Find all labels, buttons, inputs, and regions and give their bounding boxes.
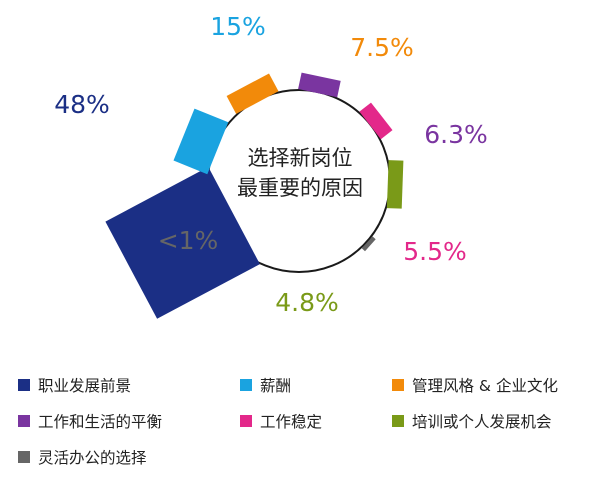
value-label-0: 48% bbox=[54, 90, 110, 119]
legend-label: 管理风格 & 企业文化 bbox=[412, 377, 558, 395]
legend-label: 薪酬 bbox=[260, 377, 292, 395]
legend-swatch bbox=[240, 415, 252, 427]
legend-swatch bbox=[392, 379, 404, 391]
center-label-line-1: 选择新岗位 bbox=[247, 146, 353, 170]
center-label-line-2: 最重要的原因 bbox=[237, 176, 363, 200]
chart-area: 48% 15% 7.5% 6.3% 5.5% 4.8% <1% 选择新岗位 最重要的原因 bbox=[54, 12, 488, 319]
legend-label: 工作稳定 bbox=[260, 413, 323, 431]
legend-item-job-stability: 工作稳定 bbox=[240, 410, 322, 432]
legend-swatch bbox=[18, 379, 30, 391]
bar-4 bbox=[359, 102, 393, 140]
value-label-2: 7.5% bbox=[350, 33, 414, 62]
legend-item-career: 职业发展前景 bbox=[18, 374, 131, 396]
bar-5 bbox=[386, 160, 404, 209]
legend-item-management-culture: 管理风格 & 企业文化 bbox=[392, 374, 558, 396]
legend-label: 培训或个人发展机会 bbox=[412, 413, 552, 431]
radial-bar-chart: 48% 15% 7.5% 6.3% 5.5% 4.8% <1% bbox=[54, 12, 488, 319]
center-label: 选择新岗位 最重要的原因 bbox=[200, 143, 400, 203]
bar-6 bbox=[361, 236, 376, 252]
legend-item-training: 培训或个人发展机会 bbox=[392, 410, 552, 432]
legend-label: 灵活办公的选择 bbox=[38, 449, 147, 467]
value-label-3: 6.3% bbox=[424, 120, 488, 149]
value-label-6: <1% bbox=[158, 226, 219, 255]
legend-swatch bbox=[392, 415, 404, 427]
legend-item-salary: 薪酬 bbox=[240, 374, 291, 396]
bar-1 bbox=[173, 108, 229, 175]
legend-swatch bbox=[18, 451, 30, 463]
legend-label: 工作和生活的平衡 bbox=[38, 413, 163, 431]
value-label-1: 15% bbox=[210, 12, 266, 41]
bar-2 bbox=[226, 73, 279, 114]
legend-label: 职业发展前景 bbox=[38, 377, 132, 395]
legend-swatch bbox=[18, 415, 30, 427]
value-label-4: 5.5% bbox=[403, 237, 467, 266]
legend-item-flexible-work: 灵活办公的选择 bbox=[18, 446, 147, 468]
bar-0 bbox=[105, 166, 260, 319]
bar-3 bbox=[298, 72, 341, 98]
legend-item-work-life-balance: 工作和生活的平衡 bbox=[18, 410, 162, 432]
legend-swatch bbox=[240, 379, 252, 391]
value-label-5: 4.8% bbox=[275, 288, 339, 317]
